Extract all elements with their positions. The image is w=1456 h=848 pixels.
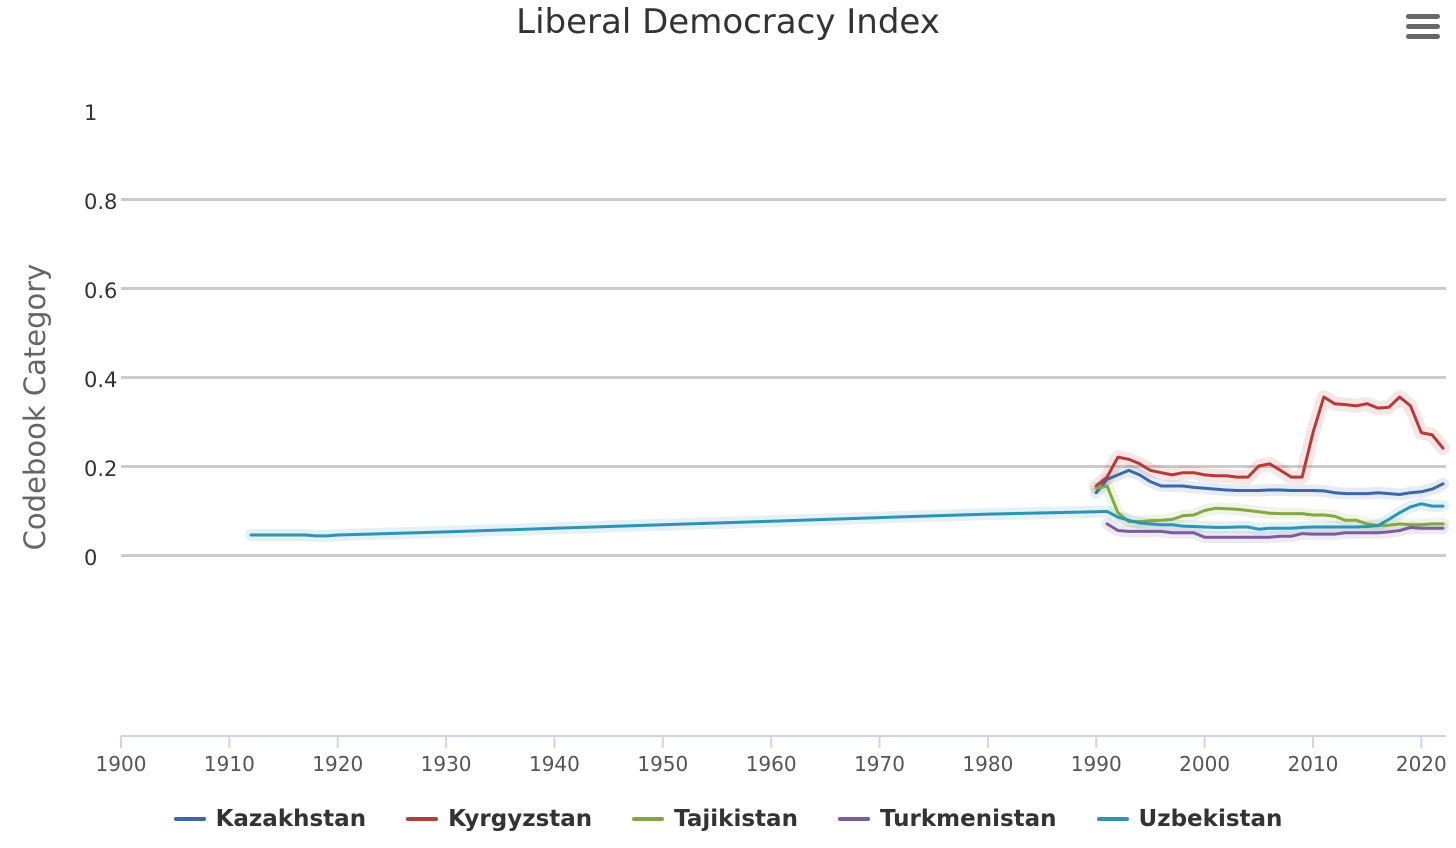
legend-swatch <box>173 817 206 821</box>
legend-swatch <box>1096 817 1129 821</box>
y-axis-ticks: 1 0.8 0.6 0.4 0.2 0 <box>84 101 117 570</box>
series-line-turkmenistan[interactable] <box>1105 522 1445 539</box>
y-tick-label: 0.8 <box>84 190 117 214</box>
legend-label: Uzbekistan <box>1138 806 1283 832</box>
confidence-band-kyrgyzstan <box>1089 390 1450 493</box>
series-line-tajikistan[interactable] <box>1094 484 1445 528</box>
x-tick-label: 1980 <box>962 752 1013 776</box>
legend-label: Turkmenistan <box>879 806 1057 832</box>
x-tick-label: 1960 <box>746 752 797 776</box>
x-tick-label: 1920 <box>312 752 363 776</box>
series-line-uzbekistan[interactable] <box>249 502 1445 538</box>
legend-label: Tajikistan <box>674 806 798 832</box>
x-tick-label: 1900 <box>96 752 147 776</box>
chart-legend: Kazakhstan Kyrgyzstan Tajikistan Turkmenist… <box>0 806 1456 832</box>
chart-title: Liberal Democracy Index <box>516 2 940 42</box>
legend-item-turkmenistan[interactable]: Turkmenistan <box>837 806 1057 832</box>
x-tick-label: 1930 <box>421 752 472 776</box>
x-tick-label: 2000 <box>1179 752 1230 776</box>
legend-label: Kazakhstan <box>215 806 367 832</box>
legend-swatch <box>406 817 439 821</box>
series-line-kyrgyzstan[interactable] <box>1094 395 1445 488</box>
legend-item-tajikistan[interactable]: Tajikistan <box>632 806 798 832</box>
x-tick-label: 1970 <box>854 752 905 776</box>
y-tick-label: 0 <box>84 546 97 570</box>
x-axis-ticks: 1900 1910 1920 1930 1940 1950 1960 1970 1980 1990… <box>96 736 1447 776</box>
x-tick-label: 1910 <box>204 752 255 776</box>
y-tick-label: 1 <box>84 101 97 125</box>
y-tick-label: 0.4 <box>84 368 117 392</box>
legend-item-uzbekistan[interactable]: Uzbekistan <box>1096 806 1283 832</box>
legend-swatch <box>632 817 665 821</box>
y-tick-label: 0.6 <box>84 279 117 303</box>
legend-item-kyrgyzstan[interactable]: Kyrgyzstan <box>406 806 592 832</box>
series-lines <box>249 395 1445 539</box>
legend-swatch <box>837 817 870 821</box>
x-tick-label: 1990 <box>1071 752 1122 776</box>
y-tick-label: 0.2 <box>84 457 117 481</box>
x-tick-label: 2010 <box>1288 752 1339 776</box>
grid-lines <box>121 198 1446 557</box>
legend-label: Kyrgyzstan <box>448 806 593 832</box>
hamburger-menu-icon[interactable] <box>1406 14 1440 46</box>
x-tick-label: 2020 <box>1396 752 1447 776</box>
series-line-kazakhstan[interactable] <box>1094 468 1445 496</box>
x-tick-label: 1940 <box>529 752 580 776</box>
legend-item-kazakhstan[interactable]: Kazakhstan <box>173 806 367 832</box>
x-tick-label: 1950 <box>637 752 688 776</box>
y-axis-label: Codebook Category <box>18 263 52 551</box>
